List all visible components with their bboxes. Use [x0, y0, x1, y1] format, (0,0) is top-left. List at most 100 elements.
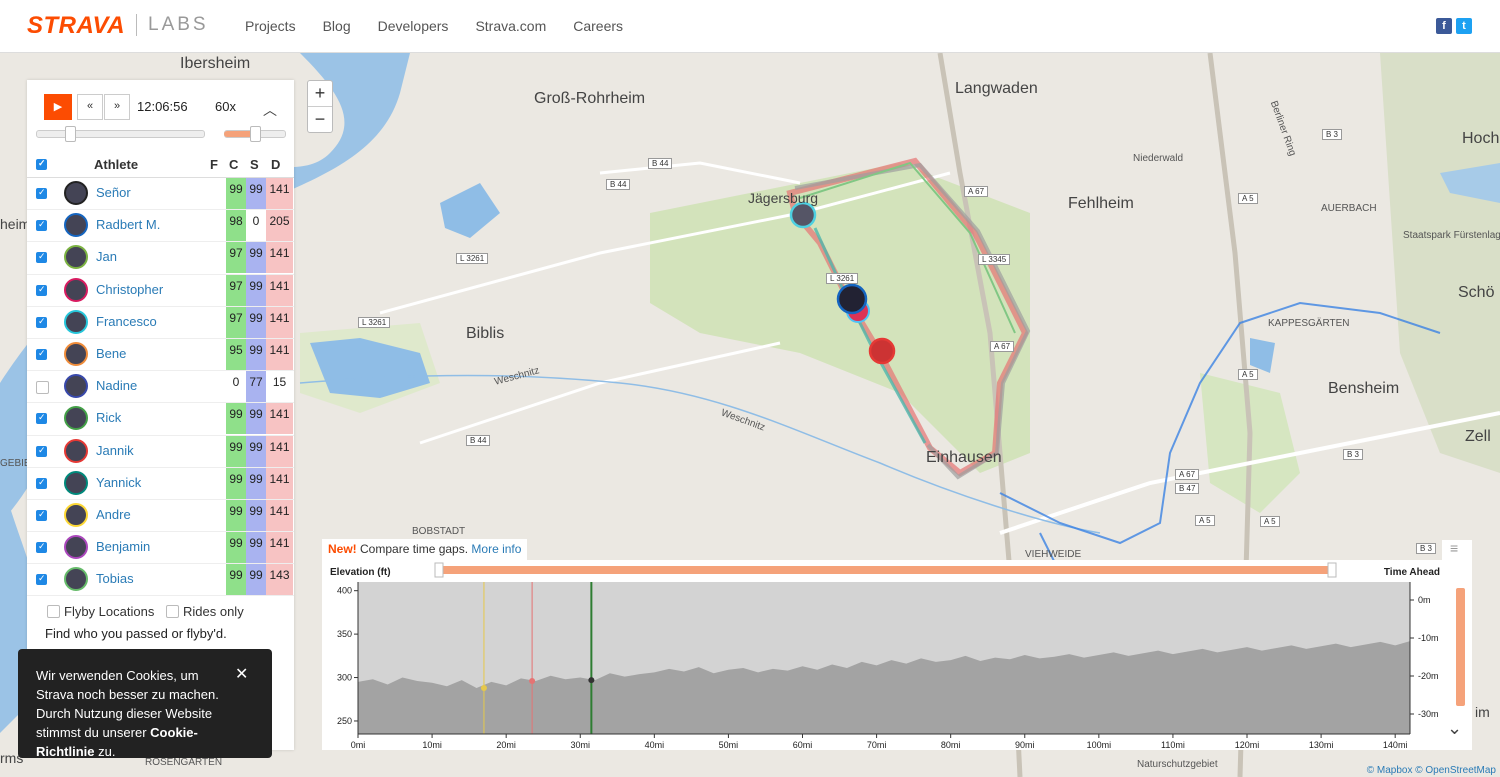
map-label-auerbach: AUERBACH: [1321, 203, 1377, 214]
header-f: F: [210, 157, 218, 172]
nav-link-strava-com[interactable]: Strava.com: [475, 18, 547, 34]
avatar[interactable]: [64, 470, 88, 495]
cell-s: 99: [246, 403, 266, 435]
cookie-policy-link[interactable]: Cookie-Richtlinie: [36, 725, 198, 759]
athlete-name[interactable]: Francesco: [96, 313, 157, 329]
athlete-checkbox[interactable]: [36, 316, 47, 328]
social-links: f t: [1436, 18, 1472, 34]
close-icon[interactable]: ✕: [235, 666, 249, 683]
cell-s: 99: [246, 564, 266, 596]
athlete-checkbox[interactable]: [36, 573, 47, 586]
map-label-heim-left: heim: [0, 216, 31, 232]
twitter-icon[interactable]: t: [1456, 18, 1472, 34]
athlete-name[interactable]: Bene: [96, 345, 127, 361]
cell-d: 15: [266, 371, 293, 403]
athlete-checkbox[interactable]: [36, 284, 47, 296]
avatar[interactable]: [64, 245, 88, 270]
athlete-checkbox[interactable]: [36, 187, 47, 199]
avatar[interactable]: [64, 406, 88, 431]
athlete-name[interactable]: Jan: [96, 249, 117, 265]
athlete-checkbox[interactable]: [36, 381, 49, 395]
athlete-name[interactable]: Señor: [96, 185, 131, 200]
athlete-checkbox[interactable]: [36, 412, 47, 425]
road-badge: B 3: [1416, 543, 1437, 554]
playback-speed: 60x: [215, 99, 236, 114]
rides-only-checkbox[interactable]: [166, 605, 179, 618]
avatar[interactable]: [64, 535, 88, 560]
select-all-checkbox[interactable]: [36, 158, 47, 170]
map-label-biblis: Biblis: [466, 325, 505, 342]
avatar[interactable]: [64, 309, 88, 334]
nav-link-projects[interactable]: Projects: [245, 18, 296, 34]
avatar[interactable]: [64, 502, 88, 527]
cell-s: 99: [246, 435, 266, 467]
facebook-icon[interactable]: f: [1436, 18, 1452, 34]
avatar[interactable]: [64, 438, 88, 463]
nav-link-blog[interactable]: Blog: [322, 18, 351, 34]
road-badge: L 3261: [358, 317, 391, 328]
road-badge: L 3261: [456, 253, 489, 264]
map-label-fehlheim: Fehlheim: [1068, 195, 1134, 212]
step-forward-button[interactable]: »: [104, 94, 130, 120]
play-button[interactable]: ▶: [44, 94, 72, 120]
cell-s: 99: [246, 242, 266, 274]
avatar[interactable]: [64, 213, 88, 238]
nav-link-developers[interactable]: Developers: [377, 18, 449, 34]
time-ahead-scrollbar[interactable]: [1456, 588, 1465, 706]
cell-c: 97: [226, 274, 246, 306]
time-slider-handle[interactable]: [65, 126, 77, 142]
more-info-link[interactable]: More info: [471, 542, 522, 556]
flyby-checkbox[interactable]: [47, 605, 60, 618]
collapse-chevron-icon[interactable]: ︿: [263, 102, 277, 118]
labs-logo[interactable]: LABS: [148, 14, 209, 35]
avatar[interactable]: [64, 277, 88, 302]
strava-logo[interactable]: STRAVA: [27, 12, 126, 39]
elevation-chart-svg[interactable]: Elevation (ft) Time Ahead 0mi 10mi 20mi 30mi 4…: [322, 560, 1472, 750]
map-label-schoe: Schö: [1458, 284, 1495, 301]
time-slider[interactable]: [36, 130, 205, 138]
zoom-in-button[interactable]: +: [308, 81, 332, 107]
map-label-viehweide: VIEHWEIDE: [1025, 549, 1082, 560]
nav-link-careers[interactable]: Careers: [573, 18, 624, 34]
athlete-name[interactable]: Benjamin: [96, 539, 151, 555]
avatar[interactable]: [64, 181, 88, 205]
athlete-checkbox[interactable]: [36, 477, 47, 489]
zoom-out-button[interactable]: −: [314, 109, 326, 129]
speed-slider-handle[interactable]: [250, 126, 261, 142]
expand-chevron-icon[interactable]: ⌄: [1447, 718, 1463, 738]
attribution-link[interactable]: Mapbox © OpenStreetMap: [1376, 765, 1496, 776]
cell-s: 99: [246, 306, 266, 338]
map-label-naturschutz: Naturschutzgebiet: [1137, 759, 1218, 770]
x-tick-label: 10mi: [422, 740, 442, 750]
athlete-name[interactable]: Radbert M.: [96, 217, 161, 233]
road-badge: A 5: [1260, 516, 1280, 527]
athlete-checkbox[interactable]: [36, 251, 47, 264]
playback-time: 12:06:56: [137, 99, 188, 114]
athlete-checkbox[interactable]: [36, 445, 47, 457]
step-back-button[interactable]: «: [77, 94, 103, 120]
athlete-name[interactable]: Christopher: [96, 281, 164, 297]
athlete-name[interactable]: Jannik: [96, 442, 134, 458]
athlete-checkbox[interactable]: [36, 541, 47, 554]
x-tick-label: 100mi: [1087, 740, 1112, 750]
athlete-checkbox[interactable]: [36, 219, 47, 232]
cell-c: 95: [226, 338, 246, 370]
avatar[interactable]: [64, 341, 88, 366]
avatar[interactable]: [64, 374, 88, 399]
cell-f: [207, 532, 227, 564]
y2-tick-label: 0m: [1418, 595, 1431, 605]
menu-icon[interactable]: ≡: [1450, 540, 1459, 556]
athlete-name[interactable]: Tobias: [96, 571, 134, 587]
cell-d: 141: [266, 274, 293, 306]
athlete-name[interactable]: Andre: [96, 506, 131, 522]
athlete-name[interactable]: Rick: [96, 410, 122, 426]
athlete-checkbox[interactable]: [36, 348, 47, 360]
athlete-name[interactable]: Yannick: [96, 474, 142, 490]
avatar[interactable]: [64, 567, 88, 592]
map-label-bobstadt: BOBSTADT: [412, 526, 466, 537]
athlete-checkbox[interactable]: [36, 509, 47, 521]
y2-tick-label: -20m: [1418, 671, 1439, 681]
athlete-name[interactable]: Nadine: [96, 378, 138, 394]
